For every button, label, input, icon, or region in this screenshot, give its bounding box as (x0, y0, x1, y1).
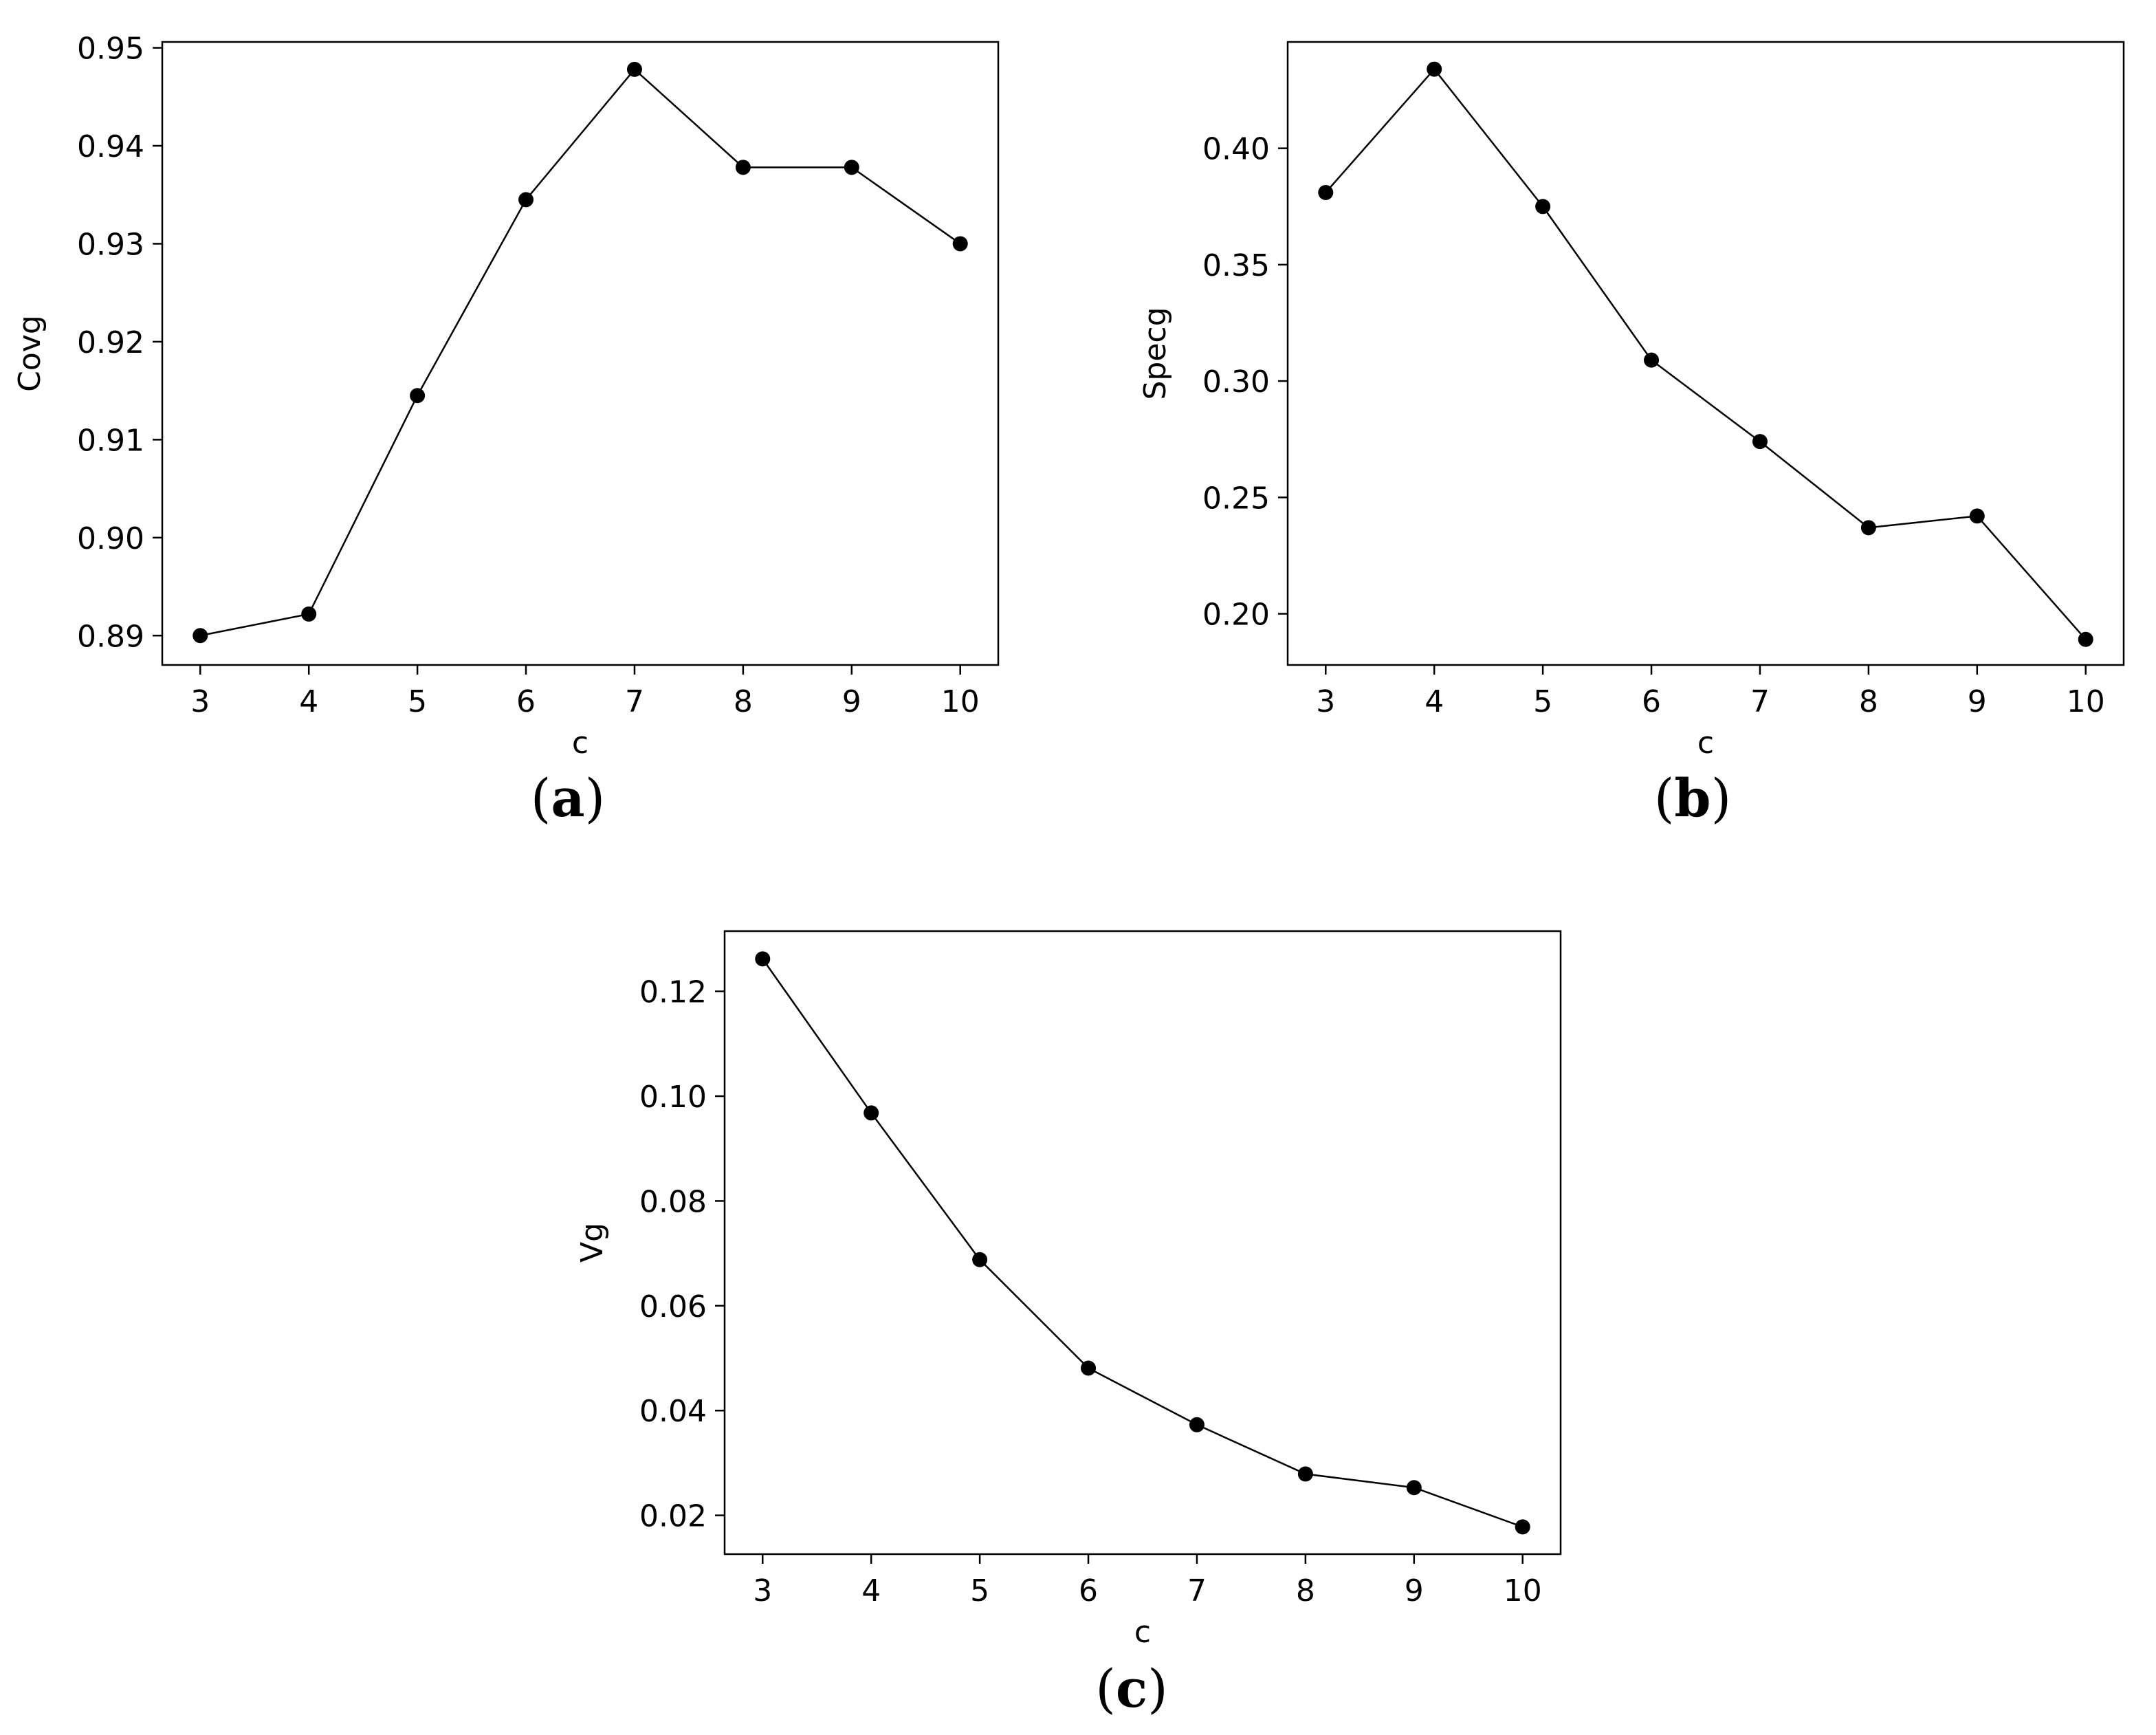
data-point (626, 61, 642, 77)
x-tick-label: 7 (1187, 1573, 1207, 1608)
data-point (192, 628, 208, 644)
data-point (1644, 352, 1660, 368)
plot-frame (723, 930, 1562, 1556)
x-tick-label: 3 (753, 1573, 772, 1608)
y-tick-label: 0.91 (77, 423, 144, 458)
data-point (1535, 199, 1551, 215)
x-tick-label: 8 (1296, 1573, 1315, 1608)
data-point (1752, 434, 1768, 450)
x-tick-label: 6 (516, 684, 536, 719)
y-tick-label: 0.90 (77, 521, 144, 556)
panel-caption: (b) (1654, 767, 1731, 829)
data-point (844, 160, 859, 175)
data-point (755, 951, 771, 967)
data-point (952, 236, 968, 252)
data-point (1860, 520, 1876, 536)
caption-paren-close: ) (585, 767, 606, 829)
caption-letter: c (1116, 1658, 1147, 1719)
data-point (1969, 508, 1985, 524)
x-tick-label: 5 (970, 1573, 989, 1608)
data-point (1406, 1480, 1422, 1496)
x-tick-label: 9 (1405, 1573, 1424, 1608)
y-tick-label: 0.12 (639, 975, 707, 1010)
y-tick-label: 0.94 (77, 129, 144, 164)
caption-paren-close: ) (1711, 767, 1732, 829)
panel-caption: (c) (1095, 1658, 1168, 1719)
y-tick-label: 0.20 (1202, 598, 1270, 633)
x-tick-label: 9 (842, 684, 861, 719)
data-point (1515, 1519, 1530, 1535)
x-axis-label: c (1697, 725, 1714, 761)
caption-paren-open: ( (1095, 1658, 1116, 1719)
data-point (864, 1105, 879, 1121)
caption-paren-close: ) (1147, 1658, 1168, 1719)
data-point (1189, 1417, 1204, 1432)
y-tick-label: 0.93 (77, 227, 144, 262)
x-tick-label: 7 (625, 684, 644, 719)
x-axis-label: c (1134, 1615, 1151, 1650)
x-tick-label: 5 (408, 684, 427, 719)
series-line (762, 958, 1524, 1528)
series-line (1325, 67, 2087, 640)
y-tick-label: 0.10 (639, 1080, 707, 1115)
y-axis-label: Specg (1138, 307, 1173, 400)
y-tick-label: 0.89 (77, 619, 144, 654)
y-tick-label: 0.30 (1202, 364, 1270, 400)
data-point (1427, 61, 1442, 77)
x-tick-label: 5 (1533, 684, 1552, 719)
x-tick-label: 4 (1424, 684, 1444, 719)
y-tick-label: 0.95 (77, 32, 144, 67)
data-point (972, 1252, 988, 1267)
y-axis-label: Vg (575, 1223, 610, 1263)
y-tick-label: 0.04 (639, 1394, 707, 1429)
x-tick-label: 8 (734, 684, 753, 719)
y-tick-label: 0.06 (639, 1289, 707, 1324)
panel-caption: (a) (531, 767, 606, 829)
x-tick-label: 3 (1316, 684, 1335, 719)
caption-paren-open: ( (1654, 767, 1675, 829)
x-tick-label: 10 (1504, 1573, 1542, 1608)
data-point (518, 192, 534, 208)
plot-frame (161, 41, 1000, 666)
x-tick-label: 10 (941, 684, 980, 719)
y-tick-label: 0.08 (639, 1184, 707, 1219)
y-tick-label: 0.02 (639, 1499, 707, 1534)
panel-b: 3 4 5 6 7 8 9 10 0.20 0.25 0.30 0.35 0.40 c Specg (b) (1138, 41, 2125, 829)
data-point (301, 606, 317, 622)
series-line (200, 68, 961, 637)
x-tick-label: 3 (190, 684, 210, 719)
x-tick-label: 6 (1079, 1573, 1098, 1608)
data-point (1318, 184, 1334, 200)
data-point (1297, 1466, 1313, 1482)
y-tick-label: 0.92 (77, 325, 144, 360)
data-point (2078, 631, 2093, 647)
y-tick-label: 0.25 (1202, 481, 1270, 516)
data-point (410, 388, 426, 404)
plot-frame (1286, 41, 2125, 666)
caption-letter: a (551, 767, 584, 829)
x-tick-label: 9 (1968, 684, 1987, 719)
panel-a: 3 4 5 6 7 8 9 10 0.89 0.90 0.91 0.92 0.93 0.94 0.95 c Co… (12, 32, 1000, 829)
y-axis-label: Covg (12, 315, 47, 392)
data-point (735, 160, 751, 175)
x-tick-label: 8 (1859, 684, 1878, 719)
x-tick-label: 4 (861, 1573, 881, 1608)
x-tick-label: 10 (2067, 684, 2105, 719)
x-tick-label: 4 (299, 684, 318, 719)
caption-paren-open: ( (531, 767, 551, 829)
data-point (1081, 1360, 1097, 1376)
caption-letter: b (1674, 767, 1710, 829)
y-tick-label: 0.35 (1202, 248, 1270, 283)
x-tick-label: 7 (1750, 684, 1770, 719)
y-tick-label: 0.40 (1202, 132, 1270, 167)
x-axis-label: c (572, 725, 588, 761)
x-tick-label: 6 (1642, 684, 1661, 719)
